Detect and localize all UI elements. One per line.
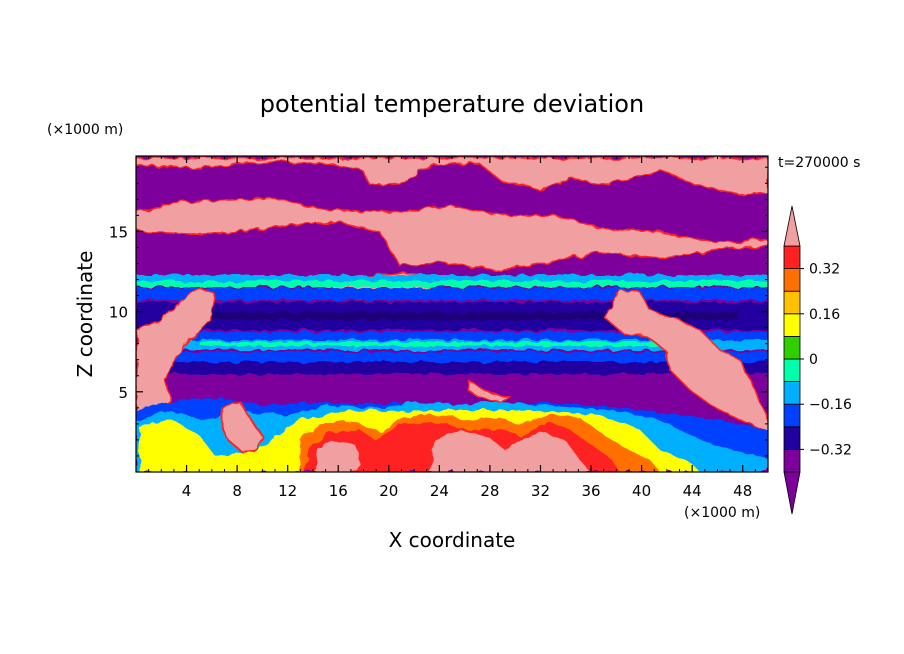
colorbar-box bbox=[783, 426, 801, 450]
colorbar-extend-min bbox=[783, 471, 801, 515]
colorbar-label: 0.16 bbox=[809, 307, 840, 323]
x-tick-label: 24 bbox=[430, 482, 449, 500]
x-tick-label: 36 bbox=[581, 482, 600, 500]
y-tick-label: 15 bbox=[109, 223, 128, 241]
band-blue-1 bbox=[136, 288, 768, 300]
colorbar: 0.32 0.16 0 −0.16 −0.32 bbox=[783, 205, 852, 515]
y-unit-label: (×1000 m) bbox=[47, 122, 123, 138]
y-axis: 5 10 15 bbox=[109, 166, 768, 457]
y-tick-label: 10 bbox=[109, 304, 128, 322]
colorbar-box bbox=[783, 335, 801, 360]
small-cloud-near-28 bbox=[467, 380, 513, 403]
x-tick-label: 40 bbox=[632, 482, 651, 500]
x-tick-label: 20 bbox=[379, 482, 398, 500]
x-tick-label: 4 bbox=[182, 482, 192, 500]
colorbar-box bbox=[783, 313, 801, 337]
band-navy-2 bbox=[136, 362, 768, 374]
band-blue-3 bbox=[136, 352, 768, 364]
upper-cloud-layer bbox=[136, 157, 768, 197]
colorbar-label: −0.32 bbox=[809, 442, 852, 458]
y-axis-label: Z coordinate bbox=[73, 251, 97, 378]
band-aqua-mid bbox=[200, 342, 680, 346]
bottom-pink-core-center bbox=[430, 430, 590, 472]
time-label: t=270000 s bbox=[778, 155, 860, 171]
middle-cloud-layer bbox=[136, 197, 768, 271]
right-plume bbox=[604, 289, 768, 433]
y-tick-label: 5 bbox=[118, 384, 128, 402]
x-tick-label: 16 bbox=[329, 482, 348, 500]
colorbar-box bbox=[783, 403, 801, 428]
colorbar-box bbox=[783, 245, 801, 270]
band-navy-inner bbox=[180, 312, 740, 320]
colorbar-box bbox=[783, 448, 801, 473]
colorbar-label: −0.16 bbox=[809, 397, 852, 413]
field-bands bbox=[136, 157, 768, 472]
x-tick-label: 28 bbox=[480, 482, 499, 500]
x-tick-label: 44 bbox=[683, 482, 702, 500]
x-tick-label: 8 bbox=[232, 482, 242, 500]
chart-title: potential temperature deviation bbox=[260, 90, 644, 118]
colorbar-label: 0.32 bbox=[809, 262, 840, 278]
x-tick-label: 32 bbox=[531, 482, 550, 500]
colorbar-box bbox=[783, 358, 801, 383]
x-axis-label: X coordinate bbox=[389, 528, 516, 552]
x-tick-label: 48 bbox=[733, 482, 752, 500]
bottom-pink-core-left bbox=[315, 440, 360, 472]
x-axis: 4 8 12 16 20 24 28 32 36 40 44 48 bbox=[148, 156, 756, 500]
plot-area bbox=[136, 156, 768, 472]
left-pink-blob bbox=[221, 400, 264, 454]
x-tick-label: 12 bbox=[278, 482, 297, 500]
colorbar-label: 0 bbox=[809, 352, 818, 368]
colorbar-box bbox=[783, 290, 801, 315]
band-aqua-upper bbox=[136, 281, 768, 287]
colorbar-extend-max bbox=[783, 205, 801, 247]
colorbar-box bbox=[783, 268, 801, 292]
colorbar-box bbox=[783, 381, 801, 405]
x-unit-label: (×1000 m) bbox=[684, 505, 760, 521]
